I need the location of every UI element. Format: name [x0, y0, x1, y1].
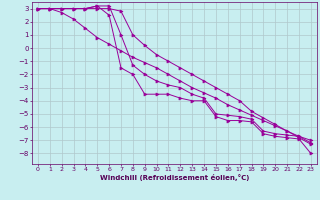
X-axis label: Windchill (Refroidissement éolien,°C): Windchill (Refroidissement éolien,°C) — [100, 174, 249, 181]
